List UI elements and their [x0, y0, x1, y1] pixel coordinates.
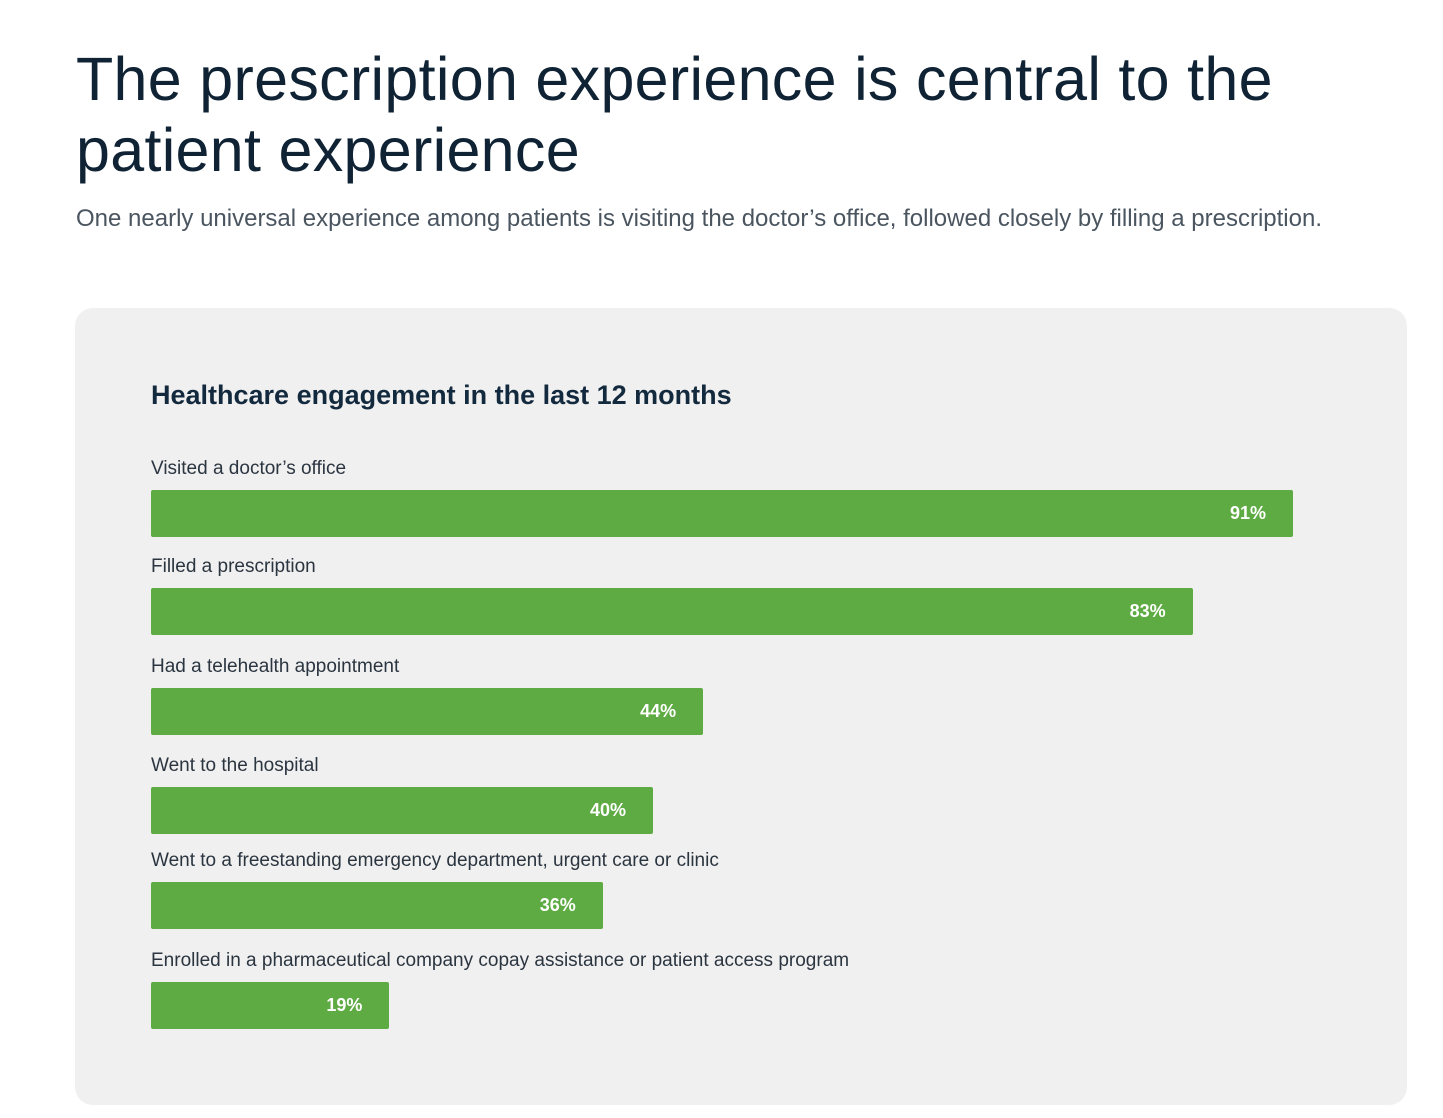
bar: 19% [151, 982, 390, 1029]
bar: 44% [151, 688, 704, 735]
page-subtitle: One nearly universal experience among pa… [76, 205, 1322, 232]
bar-row: Filled a prescription 83% [151, 556, 1193, 635]
data-label: 36% [539, 895, 576, 915]
bar: 40% [151, 787, 653, 834]
data-label: 19% [326, 995, 363, 1015]
category-label: Had a telehealth appointment [151, 656, 400, 677]
category-label: Enrolled in a pharmaceutical company cop… [151, 950, 850, 971]
data-label: 83% [1129, 601, 1166, 621]
category-label: Filled a prescription [151, 556, 316, 577]
data-label: 44% [640, 701, 677, 721]
category-label: Went to a freestanding emergency departm… [151, 850, 719, 871]
chart-title: Healthcare engagement in the last 12 mon… [151, 380, 732, 410]
category-label: Visited a doctor’s office [151, 458, 347, 479]
data-label: 91% [1230, 503, 1267, 523]
category-label: Went to the hospital [151, 755, 319, 776]
bar: 36% [151, 882, 603, 929]
data-label: 40% [589, 800, 626, 820]
bar-row: Went to a freestanding emergency departm… [151, 850, 719, 929]
bar-row: Enrolled in a pharmaceutical company cop… [151, 950, 849, 1029]
chart-card: Healthcare engagement in the last 12 mon… [75, 308, 1407, 1105]
bar-row: Had a telehealth appointment 44% [151, 656, 704, 735]
bar-row: Visited a doctor’s office 91% [151, 458, 1294, 537]
bar: 91% [151, 490, 1294, 537]
bar: 83% [151, 588, 1193, 635]
page-title: The prescription experience is central t… [76, 45, 1273, 184]
bar-row: Went to the hospital 40% [151, 755, 653, 834]
